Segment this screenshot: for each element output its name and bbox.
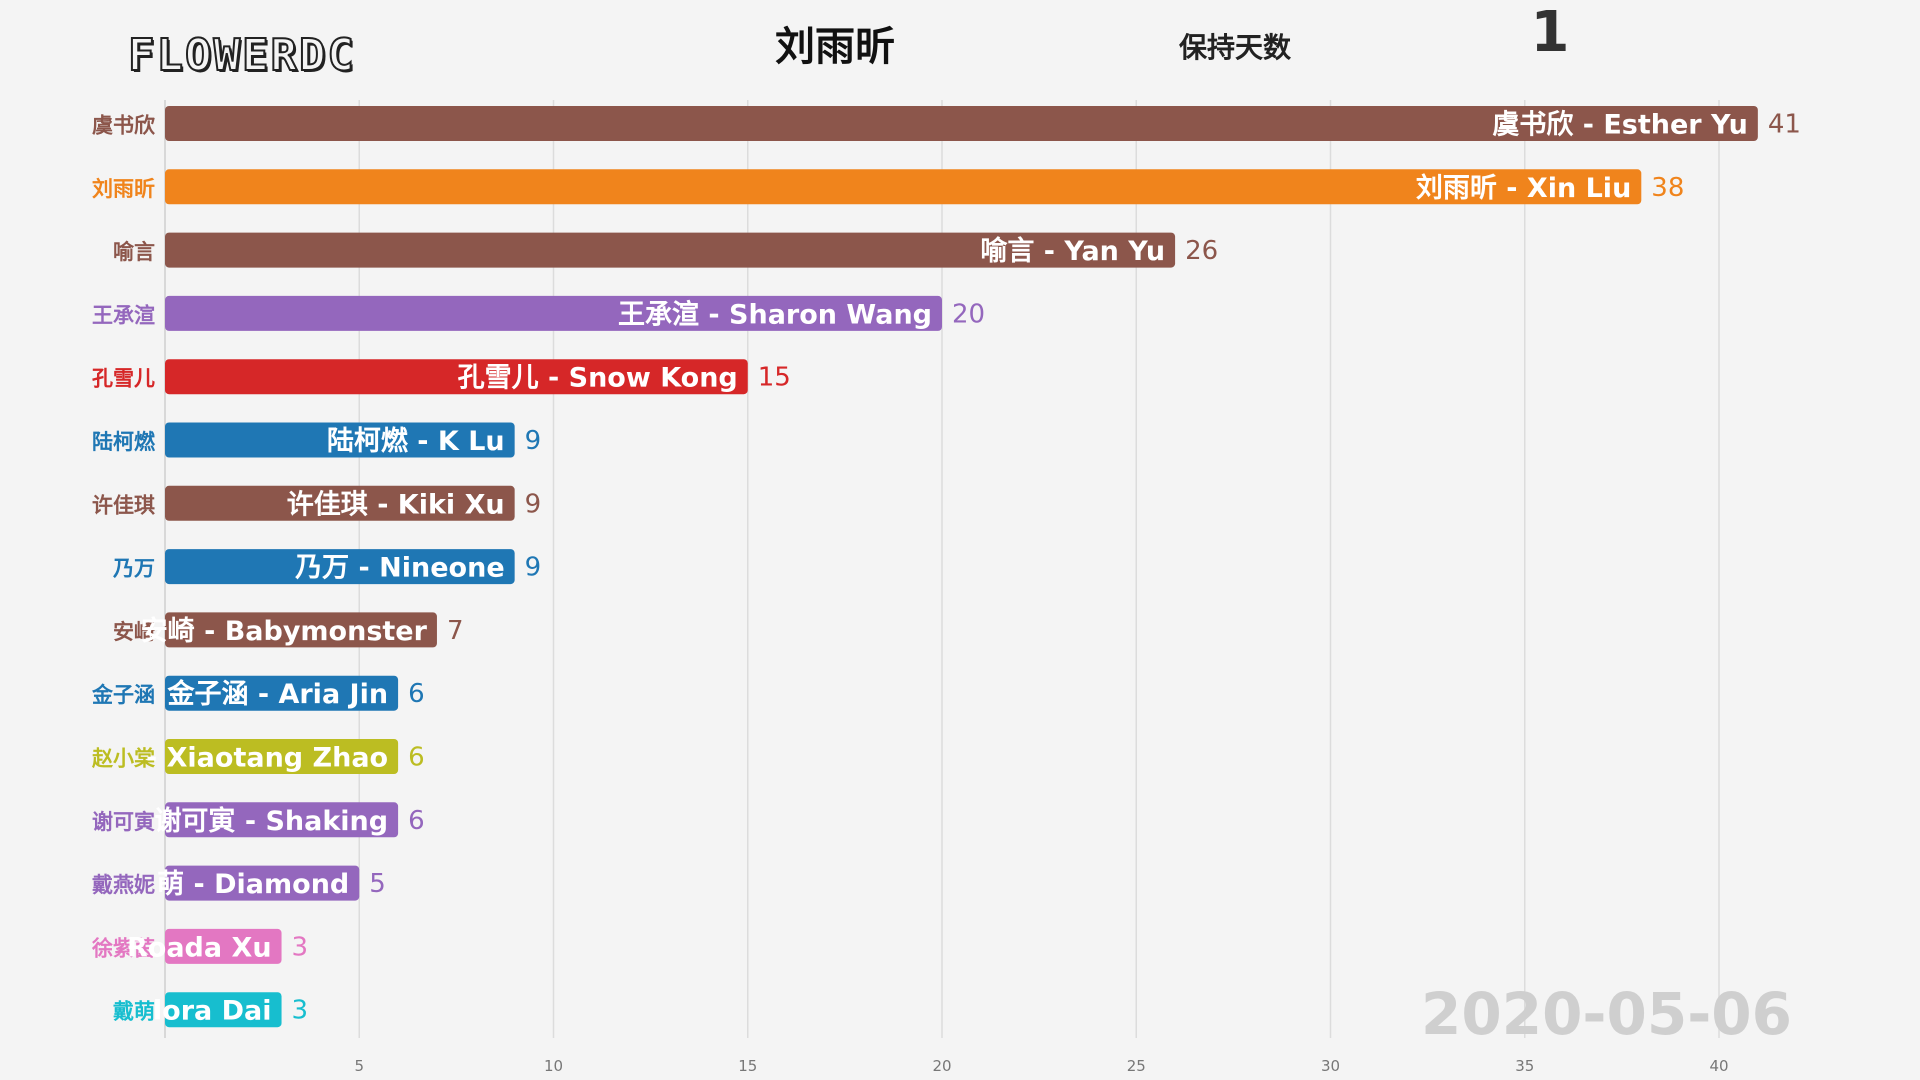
category-label: 金子涵 <box>91 683 155 707</box>
bar <box>165 422 515 458</box>
x-tick-label: 35 <box>1515 1057 1534 1075</box>
x-tick-label: 10 <box>544 1057 563 1075</box>
bar <box>165 865 360 901</box>
date-stamp: 2020-05-06 <box>1421 980 1792 1048</box>
bar <box>165 802 399 838</box>
value-label: 5 <box>369 869 386 899</box>
bar-text: 陆柯燃 - K Lu <box>327 426 505 457</box>
category-label: 戴萌 <box>113 1000 155 1024</box>
bar <box>165 106 1758 141</box>
value-label: 9 <box>525 553 542 583</box>
bar <box>165 232 1176 268</box>
value-label: 9 <box>525 489 542 519</box>
value-label: 7 <box>447 616 464 646</box>
category-label: 喻言 <box>113 240 155 264</box>
bar-text: 许佳琪 - Kiki Xu <box>287 489 505 520</box>
bar-text: - Xiaotang Zhao <box>146 743 388 774</box>
x-tick-label: 15 <box>738 1057 757 1075</box>
category-label: 虞书欣 <box>92 114 155 138</box>
x-tick-label: 5 <box>354 1057 364 1075</box>
category-label: 陆柯燃 <box>92 430 156 454</box>
value-label: 6 <box>408 743 425 773</box>
bar <box>165 739 399 774</box>
bar-text: 孔雪儿 - Snow Kong <box>458 363 738 394</box>
category-label: 孔雪儿 <box>92 367 155 391</box>
value-label: 41 <box>1768 110 1801 140</box>
category-label: 王承渲 <box>92 303 155 327</box>
x-tick-label: 30 <box>1321 1057 1340 1075</box>
bar <box>165 549 515 585</box>
value-label: 15 <box>758 363 791 393</box>
value-label: 6 <box>408 679 425 709</box>
bar <box>165 169 1642 205</box>
hold-days-value: 1 <box>1530 0 1570 65</box>
category-label: 徐紫茵 <box>91 936 155 960</box>
bar <box>165 992 282 1028</box>
x-tick-label: 20 <box>932 1057 951 1075</box>
value-label: 9 <box>525 426 542 456</box>
bar-text: 王承渲 - Sharon Wang <box>618 299 932 330</box>
value-label: 20 <box>952 299 985 329</box>
logo: FLOWERDC <box>127 29 356 82</box>
value-label: 3 <box>292 996 309 1026</box>
value-label: 6 <box>408 806 425 836</box>
bar-text: 喻言 - Yan Yu <box>980 236 1165 267</box>
category-label: 赵小棠 <box>91 747 156 771</box>
bar-text: Roada Xu <box>127 932 272 963</box>
bar <box>165 675 399 711</box>
value-label: 3 <box>292 932 309 962</box>
category-label: 谢可寅 <box>92 810 155 834</box>
value-label: 26 <box>1185 236 1218 266</box>
bar-text: 乃万 - Nineone <box>295 553 504 584</box>
bar-text: 虞书欣 - Esther Yu <box>1492 110 1748 141</box>
category-label: 安崎 <box>113 620 155 644</box>
bar <box>165 928 282 964</box>
bar-text: 谢可寅 - Shaking <box>154 805 388 837</box>
bar-text: lora Dai <box>153 996 272 1027</box>
bar-text: 安崎 - Babymonster <box>141 616 428 647</box>
category-label: 许佳琪 <box>92 493 155 517</box>
bar-text: 萌 - Diamond <box>157 869 349 900</box>
bar <box>165 359 748 395</box>
leader-name: 刘雨昕 <box>775 24 895 70</box>
value-label: 38 <box>1651 173 1684 203</box>
category-label: 戴燕妮 <box>92 873 155 897</box>
hold-days-label: 保持天数 <box>1178 31 1291 64</box>
bar-text: 刘雨昕 - Xin Liu <box>1416 173 1631 204</box>
category-label: 乃万 <box>112 557 155 581</box>
category-label: 刘雨昕 <box>92 177 155 201</box>
bar <box>165 485 515 521</box>
x-tick-label: 25 <box>1127 1057 1146 1075</box>
bar <box>165 295 942 331</box>
x-tick-label: 40 <box>1709 1057 1728 1075</box>
bar-text: 金子涵 - Aria Jin <box>166 678 388 710</box>
bar <box>165 612 437 648</box>
